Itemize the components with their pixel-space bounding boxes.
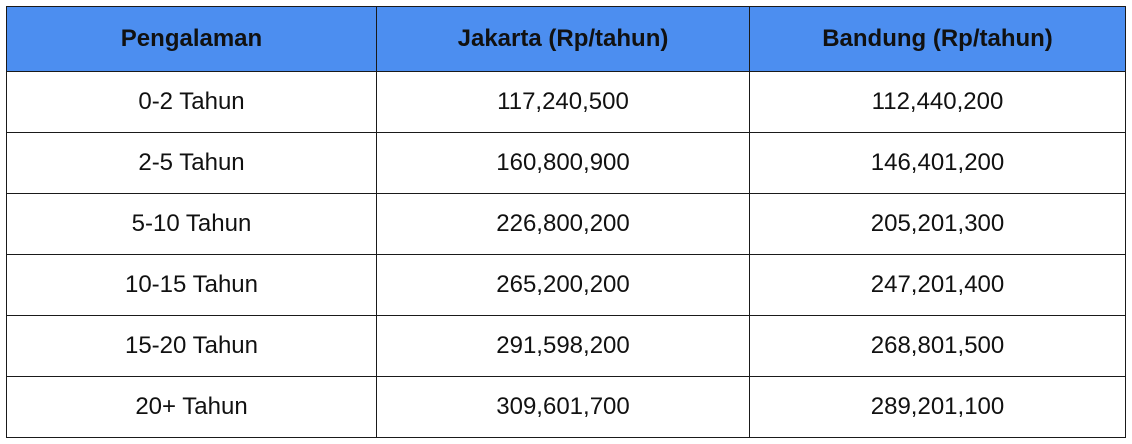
cell-jakarta: 265,200,200 xyxy=(376,254,750,316)
cell-jakarta: 226,800,200 xyxy=(376,193,750,255)
cell-experience: 2-5 Tahun xyxy=(6,132,377,194)
cell-bandung: 146,401,200 xyxy=(749,132,1126,194)
cell-bandung: 247,201,400 xyxy=(749,254,1126,316)
cell-jakarta: 309,601,700 xyxy=(376,376,750,438)
header-bandung: Bandung (Rp/tahun) xyxy=(749,6,1126,72)
header-pengalaman: Pengalaman xyxy=(6,6,377,72)
cell-experience: 15-20 Tahun xyxy=(6,315,377,377)
header-jakarta: Jakarta (Rp/tahun) xyxy=(376,6,750,72)
cell-bandung: 112,440,200 xyxy=(749,71,1126,133)
cell-experience: 20+ Tahun xyxy=(6,376,377,438)
table-header-row: Pengalaman Jakarta (Rp/tahun) Bandung (R… xyxy=(6,6,1126,72)
table-row: 10-15 Tahun 265,200,200 247,201,400 xyxy=(6,254,1126,316)
cell-experience: 5-10 Tahun xyxy=(6,193,377,255)
table-row: 0-2 Tahun 117,240,500 112,440,200 xyxy=(6,71,1126,133)
cell-jakarta: 117,240,500 xyxy=(376,71,750,133)
cell-jakarta: 291,598,200 xyxy=(376,315,750,377)
cell-experience: 10-15 Tahun xyxy=(6,254,377,316)
table-row: 15-20 Tahun 291,598,200 268,801,500 xyxy=(6,315,1126,377)
salary-table-container: Pengalaman Jakarta (Rp/tahun) Bandung (R… xyxy=(6,6,1126,438)
table-row: 2-5 Tahun 160,800,900 146,401,200 xyxy=(6,132,1126,194)
cell-bandung: 268,801,500 xyxy=(749,315,1126,377)
cell-bandung: 205,201,300 xyxy=(749,193,1126,255)
cell-bandung: 289,201,100 xyxy=(749,376,1126,438)
cell-jakarta: 160,800,900 xyxy=(376,132,750,194)
table-row: 20+ Tahun 309,601,700 289,201,100 xyxy=(6,376,1126,438)
salary-table: Pengalaman Jakarta (Rp/tahun) Bandung (R… xyxy=(6,6,1126,438)
cell-experience: 0-2 Tahun xyxy=(6,71,377,133)
table-row: 5-10 Tahun 226,800,200 205,201,300 xyxy=(6,193,1126,255)
